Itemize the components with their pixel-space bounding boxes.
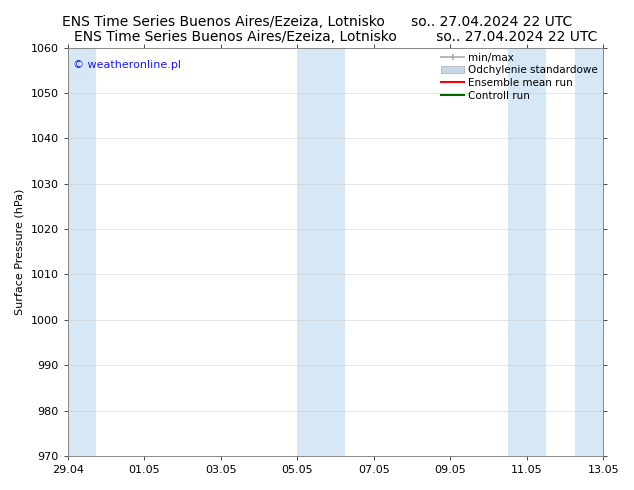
Bar	[68, 48, 96, 456]
Bar	[508, 48, 546, 456]
Title: ENS Time Series Buenos Aires/Ezeiza, Lotnisko         so.. 27.04.2024 22 UTC: ENS Time Series Buenos Aires/Ezeiza, Lot…	[74, 30, 597, 44]
Bar	[297, 48, 345, 456]
Text: © weatheronline.pl: © weatheronline.pl	[73, 60, 181, 70]
Legend: min/max, Odchylenie standardowe, Ensemble mean run, Controll run: min/max, Odchylenie standardowe, Ensembl…	[439, 51, 600, 103]
Bar	[574, 48, 603, 456]
Y-axis label: Surface Pressure (hPa): Surface Pressure (hPa)	[15, 189, 25, 315]
Text: ENS Time Series Buenos Aires/Ezeiza, Lotnisko      so.. 27.04.2024 22 UTC: ENS Time Series Buenos Aires/Ezeiza, Lot…	[62, 15, 572, 29]
